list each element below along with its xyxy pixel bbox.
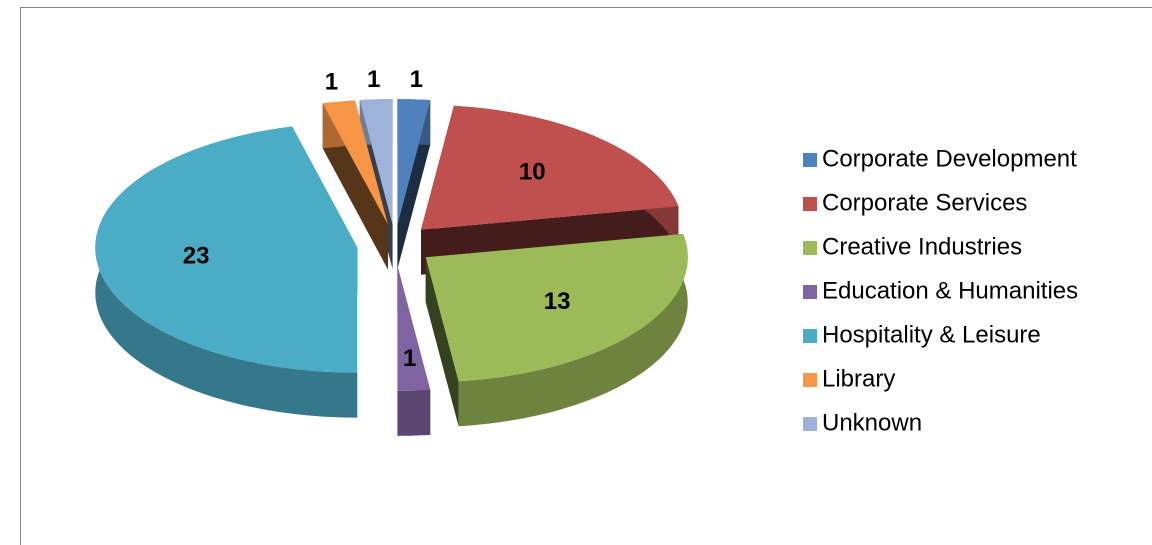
legend-swatch <box>803 197 817 211</box>
legend-swatch <box>803 373 817 387</box>
legend-label: Hospitality & Leisure <box>822 321 1041 348</box>
legend-swatch <box>803 417 817 431</box>
slice <box>359 99 393 225</box>
slice <box>95 126 358 373</box>
slice <box>425 233 688 382</box>
legend-label: Library <box>822 365 895 392</box>
slice <box>397 265 431 391</box>
legend-swatch <box>803 241 817 255</box>
data-label: 1 <box>367 66 380 93</box>
legend-label: Unknown <box>822 409 922 436</box>
legend-swatch <box>803 329 817 343</box>
slice-side <box>458 233 688 427</box>
legend-label: Corporate Services <box>822 189 1027 216</box>
slice <box>397 99 431 225</box>
slice-wall <box>425 257 459 427</box>
data-label: 1 <box>410 66 423 93</box>
slice <box>421 105 679 230</box>
data-label: 10 <box>519 159 546 186</box>
legend-swatch <box>803 153 817 167</box>
data-label: 13 <box>544 288 571 315</box>
data-label: 1 <box>325 69 338 96</box>
legend-swatch <box>803 285 817 299</box>
data-label: 23 <box>183 243 210 270</box>
legend-label: Corporate Development <box>822 145 1077 172</box>
legend-label: Education & Humanities <box>822 277 1078 304</box>
legend-label: Creative Industries <box>822 233 1022 260</box>
slice-side <box>397 389 431 436</box>
slice <box>322 100 388 225</box>
data-label: 1 <box>403 345 416 372</box>
